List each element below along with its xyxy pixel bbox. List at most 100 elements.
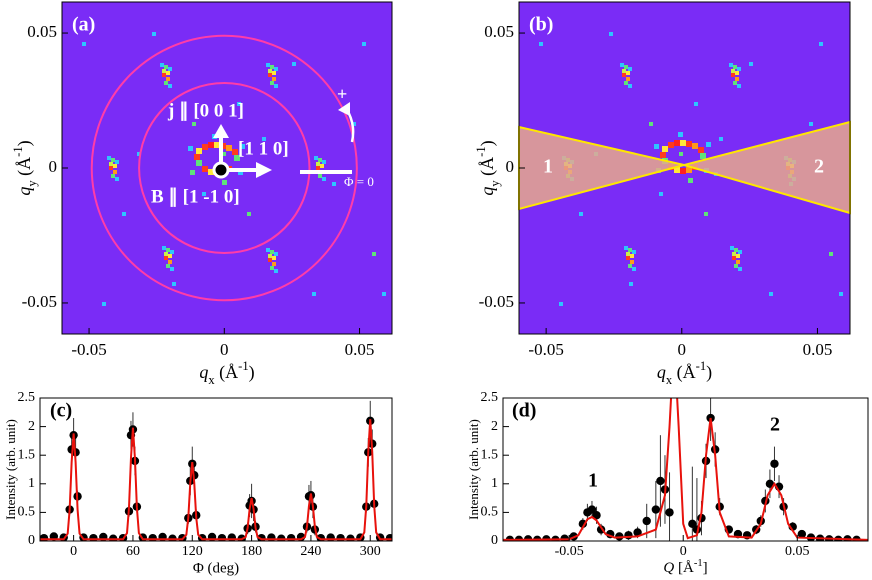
data-point [770, 459, 779, 468]
panel-d: (d) 1 2 -0.05 0 0.05 0 0.5 1 1.5 2 2.5 Q [Å-1] Int… [466, 390, 869, 577]
panel-label: (a) [72, 14, 95, 36]
label-part: q [14, 187, 34, 196]
data-point [633, 528, 642, 537]
plot-background [503, 398, 868, 541]
x-tick-label: 60 [126, 544, 140, 559]
label-part: q [477, 187, 497, 196]
x-axis-label: Φ (deg) [193, 560, 239, 576]
x-tick-label: -0.05 [555, 544, 584, 559]
label-part: ) [706, 362, 712, 383]
y-tick-label: 2.5 [18, 390, 36, 405]
data-point [665, 508, 674, 517]
label-part: q [657, 362, 666, 382]
data-point [765, 479, 775, 488]
x-tick-label: 300 [360, 544, 381, 559]
y-tick-label: 1.5 [481, 447, 499, 462]
y-axis-label: Intensity (arb. unit) [3, 419, 18, 520]
label-part: ) [14, 140, 35, 146]
y-tick-label: 2.5 [481, 390, 499, 405]
label-part: x [208, 373, 215, 387]
annotation: Φ = 0 [344, 174, 374, 189]
x-tick-label: 120 [182, 544, 203, 559]
label-part: Q [663, 560, 674, 576]
y-tick-label: 1 [28, 476, 35, 491]
overlay [61, 1, 393, 335]
y-tick-label: 0 [49, 157, 58, 176]
y-tick-label: 0.05 [27, 22, 57, 41]
panel-c: (c) 0 60 120 180 240 300 0 0.5 1 1.5 2 2.5 Φ (deg) In… [3, 390, 393, 576]
y-tick-label: 0.5 [481, 505, 499, 520]
y-tick-label: 0.5 [18, 505, 36, 520]
x-tick-label: 0 [220, 340, 229, 359]
y-tick-label: -0.05 [22, 292, 57, 311]
label-part: y [25, 180, 39, 187]
q-ring [90, 34, 358, 302]
x-tick-label: 240 [300, 544, 321, 559]
label-part: (Å [672, 362, 696, 383]
data-point [656, 476, 665, 486]
q-ring [138, 81, 311, 255]
x-tick-label: 0 [680, 544, 687, 559]
label-part: (Å [215, 362, 239, 383]
label-part: x [666, 373, 673, 387]
y-axis-label: Intensity (arb. unit) [466, 419, 481, 520]
y-tick-label: 2 [28, 419, 35, 434]
plot-background [40, 398, 392, 541]
label-part: (Å [477, 157, 498, 181]
y-tick-label: -0.05 [479, 292, 514, 311]
y-axis-label: qy (Å-1) [11, 140, 39, 195]
label-part: ) [477, 140, 498, 146]
x-tick-label: 0 [678, 340, 687, 359]
data-point [797, 529, 807, 539]
y-tick-label: 1.5 [18, 447, 36, 462]
label-part: ] [703, 560, 708, 576]
plot-area [40, 398, 392, 541]
annotation: 2 [770, 414, 780, 436]
plot-area [503, 398, 868, 541]
annotation: 1 [543, 156, 553, 178]
annotation: + [337, 84, 347, 104]
panel-label: (c) [50, 400, 72, 422]
data-point [642, 516, 651, 526]
panel-label: (d) [512, 400, 536, 422]
y-tick-label: 2 [491, 419, 498, 434]
label-part: (Å [14, 157, 35, 181]
overlay [518, 1, 851, 335]
label-part: -1 [696, 359, 707, 373]
annotation: j ∥ [0 0 1] [167, 100, 244, 121]
label-part: [Å [674, 560, 694, 576]
label-part: -1 [11, 146, 25, 157]
x-tick-label: 0 [70, 544, 77, 559]
label-part: y [488, 180, 502, 187]
x-axis-label: qx (Å-1) [199, 359, 254, 387]
y-tick-label: 0 [28, 533, 35, 548]
annotation: [1 1 0] [238, 138, 289, 159]
data-point [688, 519, 697, 529]
label-part: q [199, 362, 208, 382]
x-tick-label: 180 [241, 544, 262, 559]
fit-line [503, 398, 868, 541]
panel-label: (b) [529, 14, 553, 36]
x-axis-label: Q [Å-1] [663, 558, 707, 577]
y-tick-label: 0.05 [484, 22, 514, 41]
overlay [39, 397, 393, 542]
annotation: 1 [588, 470, 598, 492]
x-tick-label: 0.05 [785, 544, 810, 559]
field-dot [212, 161, 230, 179]
plot-frame [39, 397, 393, 542]
label-part: -1 [474, 146, 488, 157]
data-point [587, 505, 597, 514]
y-tick-label: 1 [491, 476, 498, 491]
data-point [624, 531, 633, 540]
label-part: ) [249, 362, 255, 383]
data-point [592, 511, 601, 520]
label-part: -1 [694, 558, 703, 569]
label-part: -1 [238, 359, 249, 373]
overlay [502, 397, 869, 542]
x-axis-label: qx (Å-1) [657, 359, 712, 387]
x-tick-label: 0.05 [345, 340, 375, 359]
y-axis-label: qy (Å-1) [474, 140, 502, 195]
fit-line [40, 419, 392, 541]
